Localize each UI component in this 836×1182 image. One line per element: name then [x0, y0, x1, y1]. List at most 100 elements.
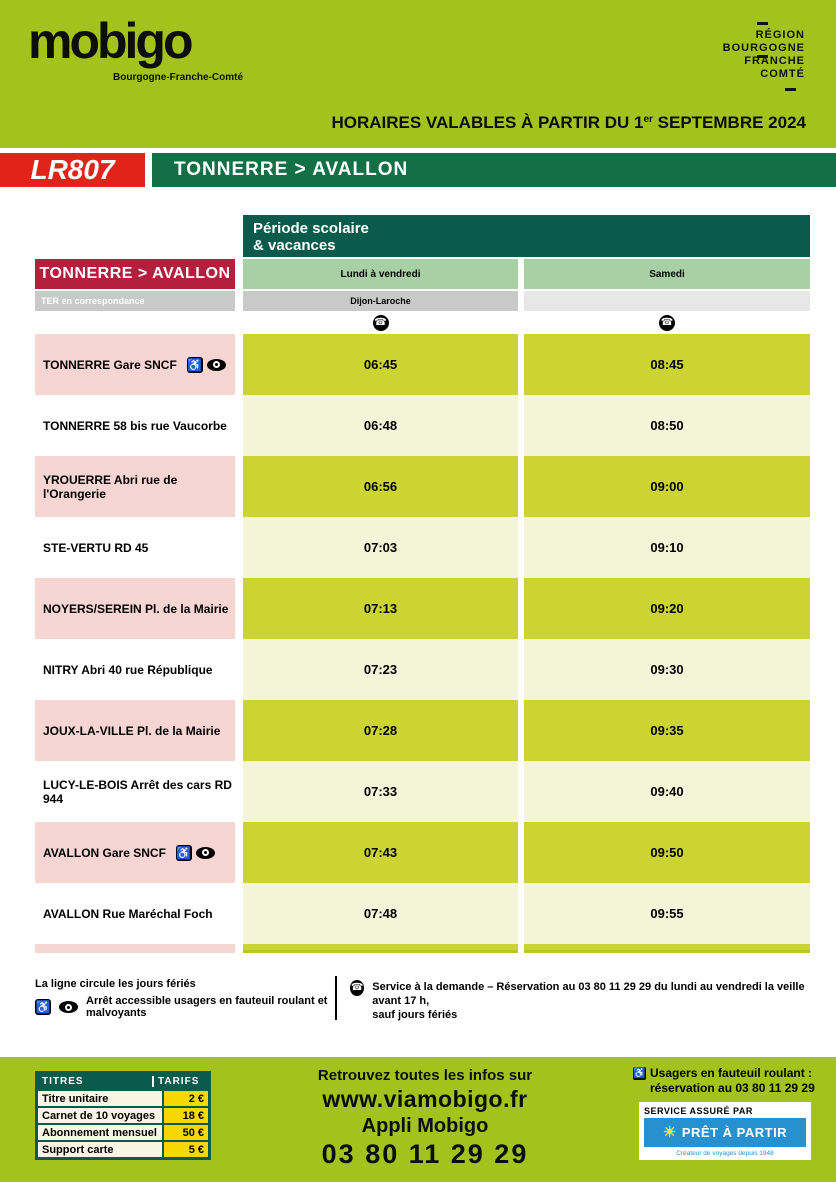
schedule-table: Période scolaire & vacances TONNERRE > A… [35, 215, 810, 953]
eye-ball [212, 361, 220, 368]
tariff-price: 2 € [162, 1091, 208, 1106]
table-row: TONNERRE Gare SNCF ♿ 06:45 08:45 [35, 334, 810, 395]
tariff-rows: Titre unitaire 2 € Carnet de 10 voyages 18 … [38, 1089, 208, 1157]
eye-ball [201, 849, 209, 856]
time-cell: 09:30 [524, 639, 810, 700]
on-demand-note: Service à la demande – Réservation au 03… [372, 981, 805, 1021]
column-header-weekdays: Lundi à vendredi [243, 259, 518, 289]
table-row: AVALLON Rue Maréchal Foch 07:48 09:55 [35, 883, 810, 944]
ter-label: TER en correspondance [35, 291, 235, 311]
footer-info-line1: Retrouvez toutes les infos sur [317, 1067, 533, 1084]
time-cell: 09:50 [524, 822, 810, 883]
time-cell: 07:13 [243, 578, 518, 639]
wheelchair-icon: ♿ [186, 356, 203, 373]
region-logo-line: FRANCHE [744, 55, 805, 67]
time-cell: 07:23 [243, 639, 518, 700]
phone-circle-icon: ☎ [659, 314, 675, 331]
on-demand-row: ☎ ☎ [35, 311, 810, 334]
wheelchair-reservation-number: réservation au 03 80 11 29 29 [650, 1081, 815, 1095]
tariff-row: Support carte 5 € [38, 1140, 208, 1157]
footer-website: www.viamobigo.fr [322, 1086, 528, 1112]
validity-text: HORAIRES VALABLES À PARTIR DU 1er SEPTEM… [331, 113, 806, 132]
table-row: STE-VERTU RD 45 07:03 09:10 [35, 517, 810, 578]
service-label: SERVICE ASSURÉ PAR [644, 1106, 753, 1116]
top-band: mobigo Bourgogne-Franche-Comté RÉGION BO… [0, 0, 836, 148]
tariff-header-prices: TARIFS [152, 1076, 204, 1087]
time-cell: 07:43 [243, 822, 518, 883]
stop-name: AVALLON Rue Maréchal Foch [43, 906, 213, 921]
region-logo-dash [785, 88, 796, 91]
region-logo-dash [757, 55, 768, 58]
region-logo-line: COMTÉ [760, 68, 805, 80]
ter-connection: Dijon-Laroche [243, 291, 518, 311]
table-row: NOYERS/SEREIN Pl. de la Mairie 07:13 09:20 [35, 578, 810, 639]
time-cell: 09:20 [524, 578, 810, 639]
period-header-row: Période scolaire & vacances [35, 215, 810, 257]
tariff-table: TITRES TARIFS Titre unitaire 2 € Carnet de… [35, 1071, 211, 1160]
eye-pupil [203, 851, 207, 854]
stop-name-cell: NITRY Abri 40 rue République [35, 639, 235, 700]
table-row: NITRY Abri 40 rue République 07:23 09:30 [35, 639, 810, 700]
time-cell: 09:40 [524, 761, 810, 822]
time-cell: 09:10 [524, 517, 810, 578]
line-code-badge: LR807 [0, 153, 145, 187]
ter-connection-empty [524, 291, 810, 311]
stop-name-cell: LUCY-LE-BOIS Arrêt des cars RD 944 [35, 761, 235, 822]
stop-name: TONNERRE 58 bis rue Vaucorbe [43, 418, 227, 433]
stop-name: YROUERRE Abri rue de l'Orangerie [43, 472, 178, 501]
stop-name: AVALLON Gare SNCF [43, 845, 166, 860]
region-logo-dash [757, 22, 768, 25]
tariff-row: Carnet de 10 voyages 18 € [38, 1106, 208, 1123]
stop-name: LUCY-LE-BOIS Arrêt des cars RD 944 [43, 777, 232, 806]
tariff-label: Support carte [38, 1142, 162, 1157]
wheelchair-icon: ♿ [633, 1066, 646, 1080]
tariff-label: Abonnement mensuel [38, 1125, 162, 1140]
stop-name-cell: YROUERRE Abri rue de l'Orangerie [35, 456, 235, 517]
pret-a-partir-logo: ☀ PRÊT À PARTIR [644, 1118, 806, 1147]
route-title-bar: TONNERRE > AVALLON [152, 153, 836, 187]
tariff-row: Titre unitaire 2 € [38, 1089, 208, 1106]
column-header-row: TONNERRE > AVALLON Lundi à vendredi Same… [35, 259, 810, 289]
stop-name-cell: TONNERRE Gare SNCF ♿ [35, 334, 235, 395]
stop-name: NOYERS/SEREIN Pl. de la Mairie [43, 601, 229, 616]
eye-pupil [214, 363, 218, 366]
tariff-price: 5 € [162, 1142, 208, 1157]
table-row: YROUERRE Abri rue de l'Orangerie 06:56 09:… [35, 456, 810, 517]
ter-row: TER en correspondance Dijon-Laroche [35, 291, 810, 311]
time-cell: 07:28 [243, 700, 518, 761]
time-cell: 06:48 [243, 395, 518, 456]
footer-info: Retrouvez toutes les infos sur www.viamo… [258, 1067, 592, 1170]
table-row: JOUX-LA-VILLE Pl. de la Mairie 07:28 09:35 [35, 700, 810, 761]
notes-right: ☎ Service à la demande – Réservation au … [350, 980, 812, 1022]
table-row: TONNERRE 58 bis rue Vaucorbe 06:48 08:50 [35, 395, 810, 456]
tariff-price: 50 € [162, 1125, 208, 1140]
service-tagline: Créateur de voyages depuis 1948 [676, 1150, 774, 1157]
footer-app: Appli Mobigo [361, 1115, 489, 1137]
time-cell: 07:03 [243, 517, 518, 578]
footer-phone-number: 03 80 11 29 29 [321, 1139, 529, 1169]
time-cell: 09:55 [524, 883, 810, 944]
phone-circle-icon: ☎ [350, 980, 365, 996]
table-row: AVALLON Gare SNCF ♿ 07:43 09:50 [35, 822, 810, 883]
eye-icon [195, 846, 215, 859]
stop-name-cell: TONNERRE 58 bis rue Vaucorbe [35, 395, 235, 456]
wheelchair-reservation-note: ♿ Usagers en fauteuil roulant : [633, 1066, 813, 1080]
stop-name-cell: STE-VERTU RD 45 [35, 517, 235, 578]
stop-name-cell: AVALLON Gare SNCF ♿ [35, 822, 235, 883]
mobigo-logo: mobigo [28, 13, 194, 69]
region-logo: RÉGION BOURGOGNE FRANCHE COMTÉ [723, 29, 805, 81]
eye-icon [59, 1001, 78, 1013]
tariff-price: 18 € [162, 1108, 208, 1123]
stop-name: JOUX-LA-VILLE Pl. de la Mairie [43, 723, 221, 738]
wheelchair-icon: ♿ [35, 999, 51, 1015]
stop-name-cell: JOUX-LA-VILLE Pl. de la Mairie [35, 700, 235, 761]
time-cell: 07:48 [243, 883, 518, 944]
time-cell: 09:00 [524, 456, 810, 517]
footer-right: ♿ Usagers en fauteuil roulant : réservat… [633, 1066, 818, 1160]
stop-name: NITRY Abri 40 rue République [43, 662, 213, 677]
table-bottom-strip [35, 944, 810, 953]
stop-name: TONNERRE Gare SNCF [43, 357, 177, 372]
time-cell: 08:45 [524, 334, 810, 395]
holidays-note: La ligne circule les jours fériés [35, 978, 196, 990]
column-header-saturday: Samedi [524, 259, 810, 289]
